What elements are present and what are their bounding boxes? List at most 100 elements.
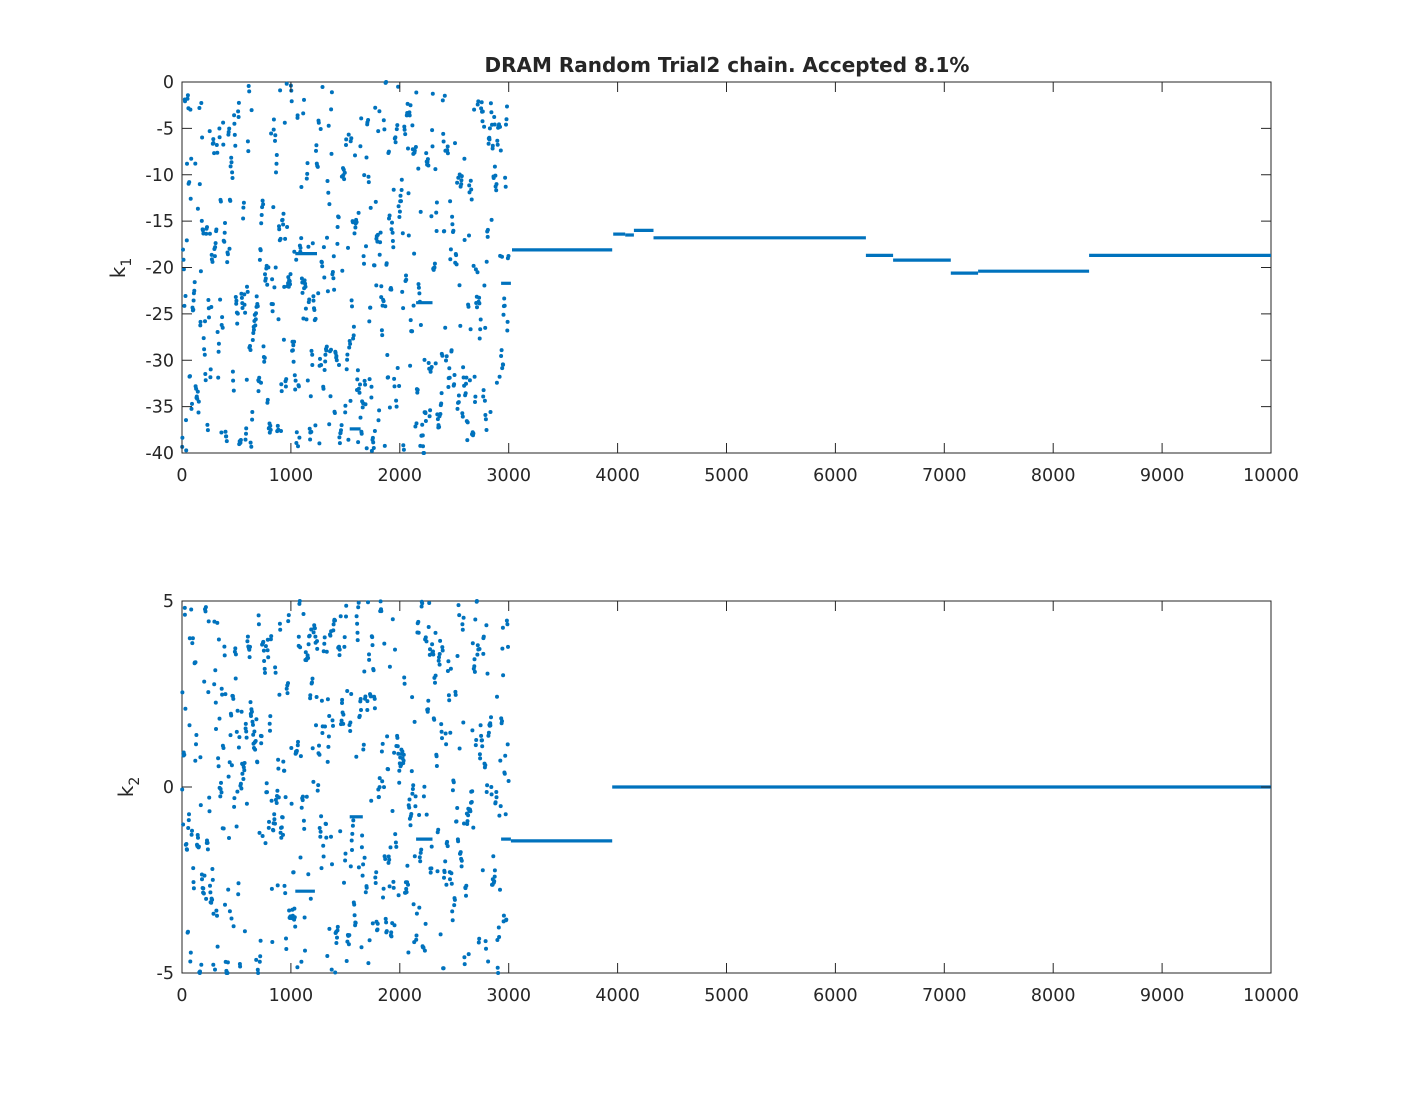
sample-point (394, 404, 399, 409)
sample-point (413, 424, 418, 429)
sample-point (495, 965, 500, 970)
sample-point (304, 794, 309, 799)
sample-point (480, 738, 484, 743)
sample-point (440, 353, 445, 358)
sample-point (437, 662, 442, 667)
sample-point (276, 795, 281, 800)
sample-point (406, 233, 411, 238)
sample-point (412, 251, 417, 256)
sample-point (388, 845, 393, 850)
sample-point (220, 325, 225, 330)
sample-point (316, 291, 321, 296)
sample-point (475, 643, 480, 648)
sample-point (244, 431, 248, 436)
sample-point (429, 866, 434, 871)
sample-point (472, 374, 477, 379)
sample-point (402, 681, 407, 686)
sample-point (349, 838, 354, 843)
sample-point (215, 944, 220, 949)
x-tick-label: 0 (176, 986, 187, 1006)
sample-point (368, 694, 373, 699)
sample-point (210, 867, 215, 871)
sample-point (266, 825, 271, 830)
sample-point (450, 222, 455, 227)
sample-point (455, 806, 460, 810)
sample-point (338, 829, 343, 834)
sample-point (459, 864, 464, 869)
sample-point (363, 890, 368, 895)
sample-point (501, 362, 506, 367)
sample-point (399, 199, 403, 204)
sample-point (337, 653, 342, 658)
sample-point (331, 622, 336, 627)
sample-point (324, 835, 329, 840)
sample-point (404, 273, 408, 278)
sample-point (442, 875, 446, 880)
sample-point (344, 603, 349, 608)
sample-point (192, 288, 197, 293)
sample-point (395, 123, 400, 128)
sample-point (385, 734, 390, 739)
sample-point (271, 127, 276, 132)
sample-point (186, 826, 191, 830)
sample-point (506, 779, 511, 783)
sample-point (462, 962, 467, 967)
sample-point (323, 352, 328, 357)
sample-point (462, 238, 467, 242)
sample-point (381, 299, 386, 304)
sample-point (390, 617, 395, 622)
sample-point (209, 252, 214, 257)
sample-point (483, 325, 488, 330)
sample-point (183, 294, 188, 298)
sample-point (376, 795, 381, 799)
sample-point (348, 720, 353, 725)
sample-point (329, 151, 334, 156)
sample-point (213, 668, 218, 673)
sample-point (181, 247, 185, 252)
sample-point (489, 715, 493, 720)
sample-point (260, 834, 265, 838)
sample-point (208, 890, 213, 895)
sample-point (192, 280, 197, 285)
sample-point (269, 798, 274, 803)
sample-point (328, 394, 333, 399)
sample-point (348, 398, 353, 403)
sample-point (319, 260, 324, 265)
sample-point (504, 618, 509, 623)
sample-point (408, 823, 413, 828)
sample-point (403, 132, 408, 137)
sample-point (368, 205, 373, 210)
sample-point (412, 148, 417, 153)
sample-point (231, 924, 236, 929)
sample-point (359, 116, 364, 121)
sample-point (267, 819, 271, 824)
sample-point (445, 148, 450, 153)
sample-point (301, 316, 306, 321)
sample-point (449, 881, 454, 886)
sample-point (303, 650, 308, 655)
sample-point (292, 915, 297, 920)
sample-point (375, 921, 380, 926)
sample-point (233, 646, 238, 651)
sample-point (391, 245, 396, 250)
sample-point (306, 656, 311, 660)
y-tick-label: 0 (163, 73, 174, 93)
sample-point (274, 161, 279, 166)
sample-point (402, 675, 407, 680)
sample-point (504, 117, 509, 122)
sample-point (370, 635, 375, 640)
sample-point (428, 647, 432, 652)
sample-point (475, 270, 480, 275)
sample-point (219, 780, 223, 785)
sample-point (496, 971, 501, 975)
sample-point (257, 257, 262, 262)
sample-point (230, 176, 235, 180)
sample-point (404, 890, 409, 895)
sample-point (392, 384, 397, 389)
sample-point (214, 908, 219, 913)
sample-point (233, 652, 238, 657)
sample-point (183, 706, 188, 711)
sample-point (319, 698, 324, 703)
sample-point (259, 213, 264, 217)
